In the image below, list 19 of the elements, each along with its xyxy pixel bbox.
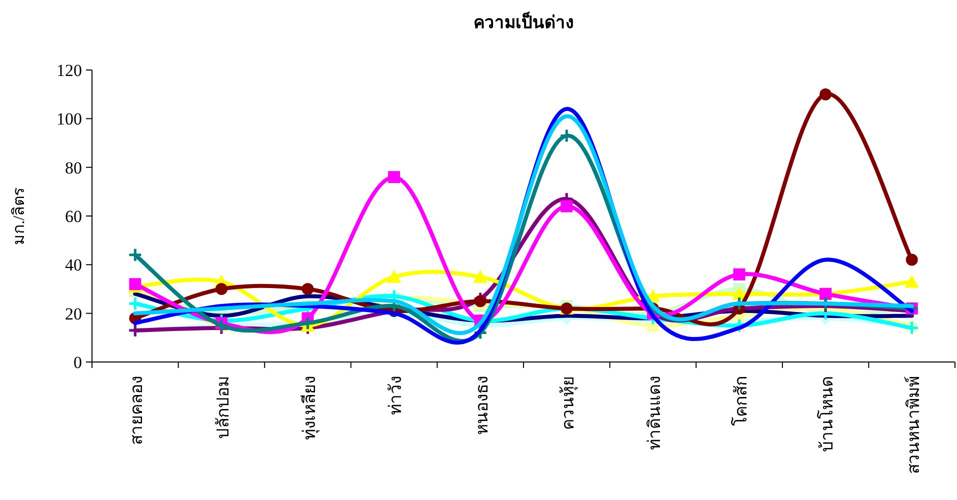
x-tick-label: สวนหนาพิมพ์ bbox=[904, 376, 923, 474]
y-tick-label: 120 bbox=[56, 61, 82, 80]
y-tick-label: 100 bbox=[56, 110, 82, 129]
y-tick-label: 80 bbox=[65, 158, 82, 178]
x-tick-label: สายคลอง bbox=[127, 376, 146, 445]
x-tick-label: ควนหุ้ย bbox=[558, 376, 579, 430]
y-tick-label: 20 bbox=[65, 304, 82, 324]
x-tick-label: โคกสัก bbox=[730, 376, 750, 426]
y-tick-label: 60 bbox=[65, 207, 82, 226]
x-tick-label: ปลักปอม bbox=[213, 376, 232, 439]
y-axis-title: มก./ลิตร bbox=[11, 186, 28, 246]
x-tick-label: ทุ่งเหลียง bbox=[300, 376, 320, 440]
x-tick-label: บ้านโหนด bbox=[816, 376, 837, 452]
x-tick-label: ท่าดินแดง bbox=[644, 376, 664, 450]
x-tick-label: ท่าวัง bbox=[386, 376, 406, 415]
chart-title: ความเป็นด่าง bbox=[474, 10, 574, 32]
y-tick-label: 40 bbox=[65, 256, 82, 275]
y-tick-label: 0 bbox=[74, 353, 82, 372]
x-tick-label: หนองธง bbox=[472, 376, 492, 435]
